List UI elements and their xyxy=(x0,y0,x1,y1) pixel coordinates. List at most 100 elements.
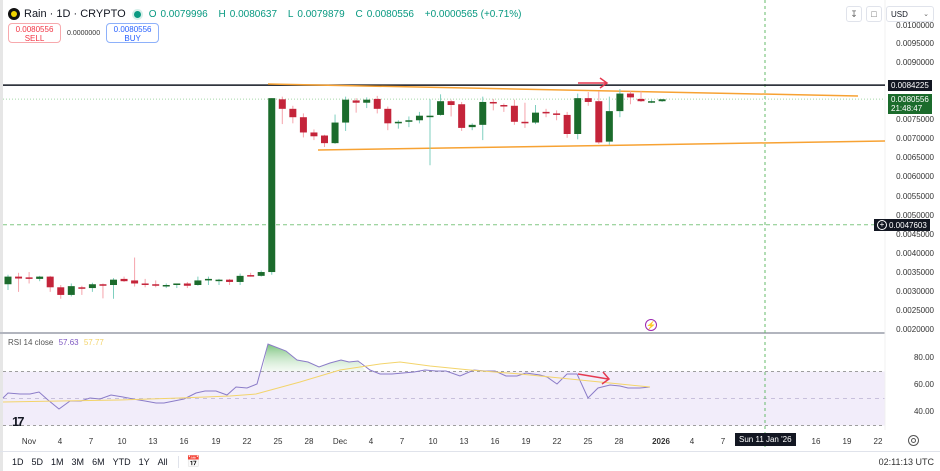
price-axis-label: 0.0055000 xyxy=(896,191,934,201)
time-axis-label: 13 xyxy=(148,437,158,446)
rsi-axis-label: 60.00 xyxy=(913,380,934,389)
time-axis-label: 4 xyxy=(689,437,695,446)
time-axis-label: 19 xyxy=(521,437,531,446)
price-axis-label: 0.0040000 xyxy=(896,248,934,258)
open-value: 0.0079996 xyxy=(160,8,208,20)
time-axis-label: 10 xyxy=(117,437,127,446)
low-value: 0.0079879 xyxy=(297,8,345,20)
utc-clock[interactable]: 02:11:13 UTC xyxy=(878,456,934,467)
range-button-5d[interactable]: 5D xyxy=(31,456,44,467)
change-value: +0.0000565 (+0.71%) xyxy=(424,8,522,20)
time-axis-label: 10 xyxy=(428,437,438,446)
sell-label: SELL xyxy=(24,34,45,43)
low-label: L xyxy=(287,8,294,20)
time-axis-label: 25 xyxy=(273,437,283,446)
left-border xyxy=(0,0,3,471)
fullscreen-icon: □ xyxy=(871,9,877,19)
time-axis-label: Nov xyxy=(21,437,37,446)
range-button-1m[interactable]: 1M xyxy=(51,456,64,467)
rsi-axis-label: 40.00 xyxy=(913,407,934,416)
sell-button[interactable]: 0.0080556 SELL xyxy=(8,23,61,43)
tradingview-logo-icon[interactable]: 17 xyxy=(12,414,25,429)
crosshair-date-label: Sun 11 Jan '26 xyxy=(735,433,796,446)
download-button[interactable]: ↧ xyxy=(846,6,862,22)
price-axis-label: 0.0075000 xyxy=(896,115,934,125)
time-axis-label: 19 xyxy=(211,437,221,446)
time-axis-label: 28 xyxy=(304,437,314,446)
bar-countdown: 21:48:47 xyxy=(891,104,923,113)
go-to-date-icon[interactable]: 📅 xyxy=(186,456,201,468)
price-axis-label: 0.0100000 xyxy=(896,21,934,30)
rsi-axis-label: 80.00 xyxy=(913,353,934,362)
high-label: H xyxy=(218,8,226,20)
time-axis-label: 13 xyxy=(459,437,469,446)
price-axis-label: 0.0045000 xyxy=(896,229,934,239)
time-axis-label: 7 xyxy=(720,437,726,446)
time-axis-label: 7 xyxy=(399,437,405,446)
range-button-ytd[interactable]: YTD xyxy=(112,456,131,467)
time-axis-label: 28 xyxy=(614,437,624,446)
alert-price-value: 0.0047603 xyxy=(889,220,927,230)
range-button-1y[interactable]: 1Y xyxy=(138,456,150,467)
chart-header: Rain · 1D · CRYPTO O 0.0079996 H 0.0080637… xyxy=(8,6,526,22)
price-axis-label: 0.0035000 xyxy=(896,267,934,277)
price-axis-label: 0.0050000 xyxy=(896,210,934,220)
download-icon: ↧ xyxy=(850,8,858,19)
currency-value: USD xyxy=(891,9,908,19)
time-axis-label: 7 xyxy=(88,437,94,446)
top-toolbar: ↧ □ USD ⌄ xyxy=(846,6,934,22)
rsi-legend[interactable]: RSI 14 close 57.63 57.77 xyxy=(8,338,104,347)
price-axis-label: 0.0020000 xyxy=(896,325,934,334)
trade-panel: 0.0080556 SELL 0.0000000 0.0080556 BUY xyxy=(8,23,160,43)
time-axis-label: Dec xyxy=(332,437,348,446)
buy-label: BUY xyxy=(124,34,141,43)
time-axis-label: 25 xyxy=(583,437,593,446)
price-axis-label: 0.0030000 xyxy=(896,286,934,296)
range-button-1d[interactable]: 1D xyxy=(12,456,24,467)
close-value: 0.0080556 xyxy=(366,8,414,20)
high-value: 0.0080637 xyxy=(229,8,278,20)
spread-value: 0.0000000 xyxy=(67,29,101,37)
alert-price-tag[interactable]: + 0.0047603 xyxy=(874,219,930,231)
buy-price: 0.0080556 xyxy=(113,25,152,34)
time-axis-label: 16 xyxy=(490,437,500,446)
add-alert-icon[interactable]: + xyxy=(877,220,887,230)
last-price-value: 0.0080556 xyxy=(891,95,929,104)
price-axis-label: 0.0065000 xyxy=(896,153,934,163)
market-status-icon xyxy=(133,10,141,18)
range-button-6m[interactable]: 6M xyxy=(92,456,105,467)
time-axis-label: 22 xyxy=(242,437,252,446)
time-axis-label: 4 xyxy=(57,437,63,446)
chart-settings-icon[interactable] xyxy=(908,435,919,446)
symbol-title[interactable]: Rain · 1D · CRYPTO xyxy=(24,8,126,20)
toolbar-divider xyxy=(177,455,179,468)
range-button-all[interactable]: All xyxy=(157,456,168,467)
time-axis-label: 2026 xyxy=(652,437,670,446)
price-axis-label: 0.0095000 xyxy=(896,39,934,48)
close-label: C xyxy=(355,8,363,20)
time-axis-label: 4 xyxy=(368,437,374,446)
bottom-toolbar: 1D 5D 1M 3M 6M YTD 1Y All 📅 02:11:13 UTC xyxy=(0,451,940,471)
time-axis-label: 22 xyxy=(873,437,883,446)
time-axis[interactable]: Nov 4 7 10 13 16 19 22 25 28 Dec 4 7 10 13 16 19 22 25 28 20… xyxy=(0,437,890,447)
rsi-label: RSI 14 close xyxy=(8,338,54,347)
rain-logo-icon xyxy=(8,8,20,20)
buy-button[interactable]: 0.0080556 BUY xyxy=(106,23,160,43)
time-axis-label: 22 xyxy=(552,437,562,446)
price-axis-label: 0.0025000 xyxy=(896,305,934,315)
flash-event-icon[interactable]: ⚡ xyxy=(645,319,657,331)
time-axis-label: 19 xyxy=(842,437,852,446)
rsi-ma-value: 57.77 xyxy=(83,338,104,347)
sell-price: 0.0080556 xyxy=(15,25,54,34)
range-selector: 1D 5D 1M 3M 6M YTD 1Y All xyxy=(12,457,176,467)
rsi-value: 57.63 xyxy=(58,338,79,347)
last-price-tag: 0.0080556 21:48:47 xyxy=(888,94,932,114)
price-axis-label: 0.0070000 xyxy=(896,134,934,144)
range-button-3m[interactable]: 3M xyxy=(71,456,85,467)
currency-select[interactable]: USD ⌄ xyxy=(886,6,934,22)
chevron-down-icon: ⌄ xyxy=(923,11,929,18)
fullscreen-button[interactable]: □ xyxy=(866,6,882,22)
price-axis-label: 0.0090000 xyxy=(896,58,934,68)
